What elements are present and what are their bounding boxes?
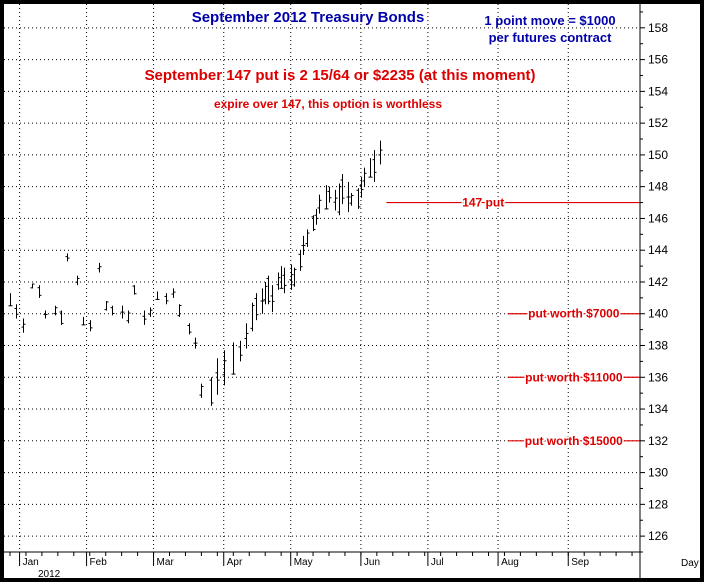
y-tick-label: 134 — [648, 402, 668, 416]
x-axis-unit-label: Day — [681, 558, 699, 569]
note-line-2: per futures contract — [489, 30, 612, 45]
plot-area — [4, 4, 640, 552]
y-axis: 126 128 130 132 134 136 138 140 142 144 146 148 150 1… — [640, 11, 668, 553]
y-tick-label: 144 — [648, 243, 668, 257]
y-tick-label: 156 — [648, 53, 668, 67]
month-label: Apr — [227, 557, 243, 568]
month-label: May — [294, 557, 313, 568]
month-label: Jan — [23, 557, 39, 568]
month-label: Jul — [431, 557, 444, 568]
headline: September 147 put is 2 15/64 or $2235 (a… — [145, 67, 536, 84]
right-axis-panel — [640, 4, 700, 552]
month-label: Mar — [157, 557, 175, 568]
y-tick-label: 152 — [648, 116, 668, 130]
level-label: 147 put — [462, 196, 504, 210]
level-label: put worth $11000 — [525, 370, 623, 384]
month-label: Sep — [571, 557, 589, 568]
y-tick-label: 130 — [648, 466, 668, 480]
grid — [4, 4, 640, 552]
y-tick-label: 146 — [648, 211, 668, 225]
month-label: Feb — [90, 557, 108, 568]
y-tick-label: 138 — [648, 339, 668, 353]
y-tick-label: 140 — [648, 307, 668, 321]
y-tick-label: 132 — [648, 434, 668, 448]
y-tick-label: 158 — [648, 21, 668, 35]
note-line-1: 1 point move = $1000 — [484, 13, 615, 28]
x-axis: Jan Feb Mar Apr May Jun Jul Aug Sep — [9, 552, 633, 568]
level-label: put worth $7000 — [528, 307, 620, 321]
price-bars — [8, 140, 383, 406]
y-tick-label: 142 — [648, 275, 668, 289]
y-tick-label: 128 — [648, 497, 668, 511]
y-tick-label: 150 — [648, 148, 668, 162]
month-label: Jun — [364, 557, 380, 568]
year-label: 2012 — [38, 569, 61, 580]
y-tick-label: 136 — [648, 370, 668, 384]
month-label: Aug — [501, 557, 519, 568]
subheadline: expire over 147, this option is worthles… — [214, 97, 442, 111]
chart-title: September 2012 Treasury Bonds — [192, 9, 425, 26]
y-tick-label: 148 — [648, 180, 668, 194]
y-tick-label: 126 — [648, 529, 668, 543]
y-tick-label: 154 — [648, 84, 668, 98]
level-label: put worth $15000 — [525, 434, 623, 448]
bottom-axis-panel — [4, 552, 700, 578]
annotation-levels: 147 put put worth $7000 put worth $11000 pu… — [386, 194, 640, 449]
